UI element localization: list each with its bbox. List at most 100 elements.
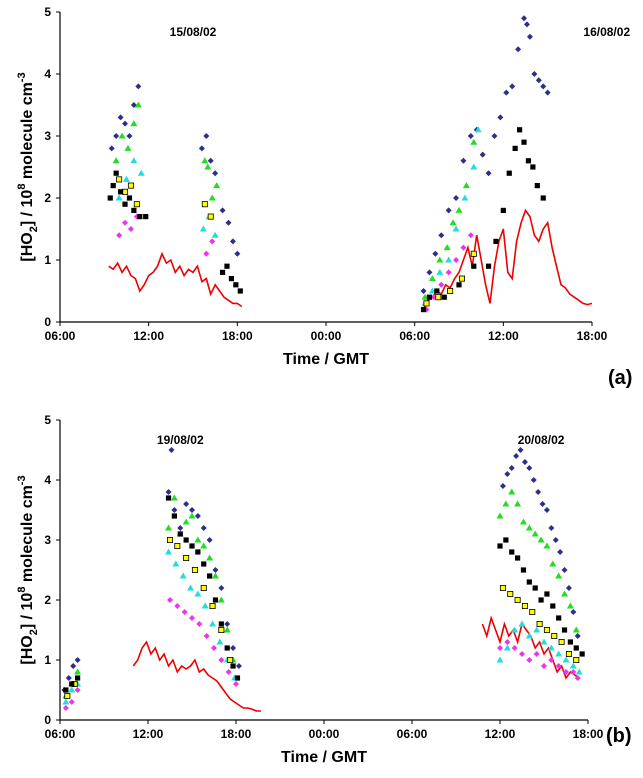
x-axis-title: Time / GMT bbox=[283, 351, 369, 368]
blue-point bbox=[530, 477, 537, 483]
blue-point bbox=[499, 483, 506, 489]
cyan-point bbox=[461, 194, 469, 201]
blue-point bbox=[135, 83, 142, 90]
blue-point bbox=[544, 89, 551, 96]
blue-point bbox=[194, 513, 201, 519]
blue-point bbox=[517, 447, 524, 453]
y-tick-label: 5 bbox=[44, 5, 51, 19]
magenta-point bbox=[570, 669, 577, 675]
green-point bbox=[223, 626, 231, 633]
blue-point bbox=[503, 89, 510, 96]
x-tick-label: 06:00 bbox=[45, 329, 76, 343]
blue-point bbox=[570, 609, 577, 615]
black-point bbox=[456, 282, 462, 288]
blue-point bbox=[521, 459, 528, 465]
cyan-point bbox=[436, 268, 444, 275]
magenta-point bbox=[127, 226, 134, 232]
blue-point bbox=[183, 501, 190, 507]
black-point bbox=[509, 549, 515, 555]
cyan-point bbox=[474, 126, 482, 133]
green-point bbox=[470, 138, 478, 145]
yellow-point bbox=[218, 627, 225, 634]
date-annotation: 16/08/02 bbox=[583, 25, 630, 39]
magenta-point bbox=[438, 281, 445, 288]
yellow-point bbox=[116, 176, 123, 183]
blue-point bbox=[65, 675, 72, 681]
black-point bbox=[201, 561, 207, 567]
green-point bbox=[572, 626, 580, 633]
cyan-point bbox=[115, 194, 123, 201]
y-tick-label: 3 bbox=[44, 533, 51, 547]
black-point bbox=[434, 288, 440, 294]
blue-point bbox=[207, 157, 214, 164]
green-point bbox=[462, 182, 470, 189]
blue-point bbox=[74, 657, 81, 663]
green-point bbox=[519, 518, 527, 525]
date-annotation: 20/08/02 bbox=[518, 433, 565, 447]
black-point bbox=[228, 276, 235, 282]
green-point bbox=[134, 101, 142, 108]
cyan-point bbox=[187, 584, 195, 591]
yellow-point bbox=[423, 300, 430, 307]
blue-point bbox=[485, 170, 492, 177]
x-tick-label: 18:00 bbox=[577, 329, 608, 343]
blue-point bbox=[561, 567, 568, 573]
blue-point bbox=[513, 453, 520, 459]
black-point bbox=[171, 513, 177, 519]
yellow-point bbox=[127, 182, 134, 189]
cyan-point bbox=[194, 590, 202, 597]
blue-point bbox=[535, 77, 542, 84]
blue-point bbox=[212, 170, 219, 177]
y-axis-title-part: ] / 10 bbox=[19, 190, 36, 227]
cyan-point bbox=[172, 560, 180, 567]
black-point bbox=[500, 207, 506, 213]
blue-point bbox=[130, 102, 137, 108]
y-tick-label: 4 bbox=[44, 67, 51, 81]
blue-point bbox=[535, 489, 542, 495]
date-annotation: 19/08/02 bbox=[157, 433, 204, 447]
magenta-point bbox=[122, 219, 129, 226]
y-axis-title-part: -3 bbox=[16, 475, 28, 485]
x-tick-label: 12:00 bbox=[133, 727, 164, 741]
yellow-point bbox=[507, 591, 514, 598]
green-point bbox=[194, 536, 202, 543]
x-tick-label: 12:00 bbox=[133, 329, 164, 343]
y-axis-title-part: [HO bbox=[19, 232, 36, 261]
y-tick-label: 2 bbox=[44, 593, 51, 607]
magenta-point bbox=[519, 651, 525, 657]
black-point bbox=[471, 263, 477, 269]
blue-point bbox=[540, 83, 547, 90]
cyan-point bbox=[496, 656, 504, 663]
blue-point bbox=[420, 288, 427, 294]
magenta-point bbox=[167, 597, 173, 603]
magenta-point bbox=[563, 669, 569, 675]
black-point bbox=[143, 214, 149, 220]
magenta-point bbox=[467, 232, 474, 239]
black-point bbox=[237, 288, 243, 294]
y-axis-title-part: -3 bbox=[16, 72, 28, 82]
blue-point bbox=[438, 232, 445, 239]
x-tick-label: 00:00 bbox=[309, 727, 340, 741]
red-line-series bbox=[422, 208, 593, 310]
black-point bbox=[485, 263, 492, 269]
black-point bbox=[561, 627, 568, 633]
blue-point bbox=[523, 21, 530, 28]
green-point bbox=[531, 530, 539, 537]
magenta-point bbox=[196, 621, 203, 627]
blue-point bbox=[218, 585, 225, 591]
blue-point bbox=[467, 133, 474, 139]
blue-point bbox=[491, 133, 498, 139]
green-point bbox=[436, 256, 444, 263]
green-point bbox=[566, 602, 574, 609]
magenta-point bbox=[203, 633, 210, 639]
blue-point bbox=[229, 238, 236, 245]
cyan-point bbox=[540, 638, 548, 645]
blue-point bbox=[70, 663, 77, 669]
y-axis-title-part: 2 bbox=[28, 629, 40, 635]
black-point bbox=[515, 555, 521, 561]
magenta-point bbox=[453, 257, 460, 263]
black-point bbox=[230, 663, 236, 669]
black-point bbox=[567, 639, 573, 645]
blue-point bbox=[526, 33, 533, 40]
